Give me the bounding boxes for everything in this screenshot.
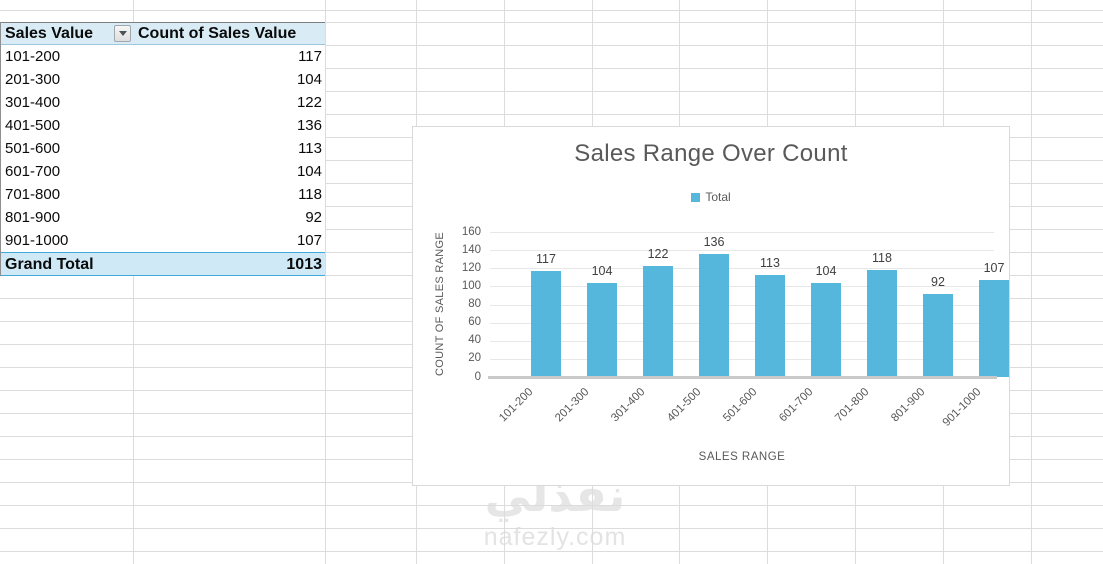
x-tick-label: 101-200 [497,386,536,425]
x-tick-label: 701-800 [833,386,872,425]
table-row: 301-400 122 [1,91,325,114]
x-tick-label: 801-900 [889,386,928,425]
pivot-header-count[interactable]: Count of Sales Value [138,25,297,42]
cell-count[interactable]: 107 [296,232,322,249]
table-row: 101-200 117 [1,45,325,68]
grand-total-label[interactable]: Grand Total [5,256,94,273]
pivot-rows: 101-200 117 201-300 104 301-400 122 401-500 136… [1,45,325,252]
table-row: 201-300 104 [1,68,325,91]
bar-401-500[interactable] [699,253,729,377]
bar-data-label: 104 [591,263,613,278]
cell-sales-range[interactable]: 701-800 [5,186,61,203]
cell-count[interactable]: 122 [296,94,322,111]
table-row: 701-800 118 [1,183,325,206]
bar-data-label: 107 [983,261,1005,276]
bar-901-1000[interactable] [979,280,1009,377]
bar-data-label: 136 [703,234,725,249]
cell-count[interactable]: 113 [298,140,322,157]
bar-data-label: 113 [760,255,780,270]
cell-sales-range[interactable]: 901-1000 [5,232,69,249]
cell-sales-range[interactable]: 501-600 [5,140,61,157]
cell-count[interactable]: 118 [298,186,322,203]
sheet-gridline-vertical [133,0,134,564]
cell-sales-range[interactable]: 201-300 [5,71,61,88]
x-tick-label: 401-500 [665,386,704,425]
x-tick-label: 501-600 [721,386,760,425]
plot-area: 117 104 122 136 113 104 118 92 107 [490,232,1009,377]
cell-count[interactable]: 117 [298,48,322,65]
bar-501-600[interactable] [755,274,785,377]
filter-dropdown-button[interactable] [114,25,131,42]
pivot-header-sales-value-label: Sales Value [5,25,94,42]
bar-data-label: 118 [872,251,892,266]
x-axis-line [488,376,997,379]
y-tick-label: 60 [468,316,481,329]
cell-count[interactable]: 136 [296,117,322,134]
pivot-table: Sales Value Count of Sales Value 101-200… [0,22,325,276]
table-row: 401-500 136 [1,114,325,137]
dropdown-arrow-icon [118,31,127,36]
x-tick-label: 301-400 [609,386,648,425]
table-row: 901-1000 107 [1,229,325,252]
cell-sales-range[interactable]: 301-400 [5,94,61,111]
bar-data-label: 122 [647,247,669,262]
chart-gridline [490,340,994,342]
bar-601-700[interactable] [811,282,841,377]
x-tick-label: 201-300 [553,386,592,425]
chart-gridline [490,250,994,252]
y-tick-label: 80 [468,298,481,310]
pivot-header-row: Sales Value Count of Sales Value [1,22,325,45]
chart-title[interactable]: Sales Range Over Count [574,140,848,167]
cell-count[interactable]: 104 [296,163,322,180]
cell-sales-range[interactable]: 801-900 [5,209,61,226]
bar-201-300[interactable] [587,282,617,377]
bar-101-200[interactable] [531,270,561,377]
cell-sales-range[interactable]: 101-200 [5,48,61,65]
bar-data-label: 92 [931,274,945,289]
chart-gridline [490,304,994,306]
y-tick-label: 20 [468,352,481,365]
sheet-gridline-vertical [325,0,326,564]
y-tick-label: 160 [461,225,481,238]
bar-data-label: 104 [815,263,837,278]
y-tick-label: 0 [474,370,481,383]
table-row: 601-700 104 [1,160,325,183]
cell-count[interactable]: 104 [296,71,322,88]
chart-gridline [490,322,994,324]
x-tick-label: 901-1000 [940,386,984,429]
y-tick-label: 140 [461,243,481,256]
bar-701-800[interactable] [867,270,897,377]
chart-gridline [490,232,994,233]
legend-marker-icon [691,192,701,202]
y-tick-label: 40 [468,334,481,347]
sheet-gridline-vertical [1031,0,1032,564]
chart-legend[interactable]: Total [413,190,1009,204]
cell-sales-range[interactable]: 401-500 [5,117,61,134]
table-row: 801-900 92 [1,206,325,229]
pivot-header-sales-value[interactable]: Sales Value [1,23,134,44]
bar-data-label: 117 [536,251,556,266]
chart-gridline [490,358,994,360]
y-tick-label: 120 [461,261,481,274]
chart-gridline [490,268,994,270]
bar-301-400[interactable] [643,266,673,377]
bar-801-900[interactable] [923,293,953,377]
legend-label: Total [705,190,731,204]
cell-count[interactable]: 92 [305,209,322,226]
x-tick-label: 601-700 [777,386,816,425]
chart-area[interactable]: Sales Range Over Count Total COUNT OF SA… [412,126,1010,486]
table-row: 501-600 113 [1,137,325,160]
chart-gridline [490,286,994,288]
grand-total-row: Grand Total 1013 [1,252,325,276]
x-axis-title: SALES RANGE [698,451,786,463]
cell-sales-range[interactable]: 601-700 [5,163,61,180]
grand-total-value[interactable]: 1013 [286,256,322,273]
y-tick-label: 100 [461,279,481,292]
